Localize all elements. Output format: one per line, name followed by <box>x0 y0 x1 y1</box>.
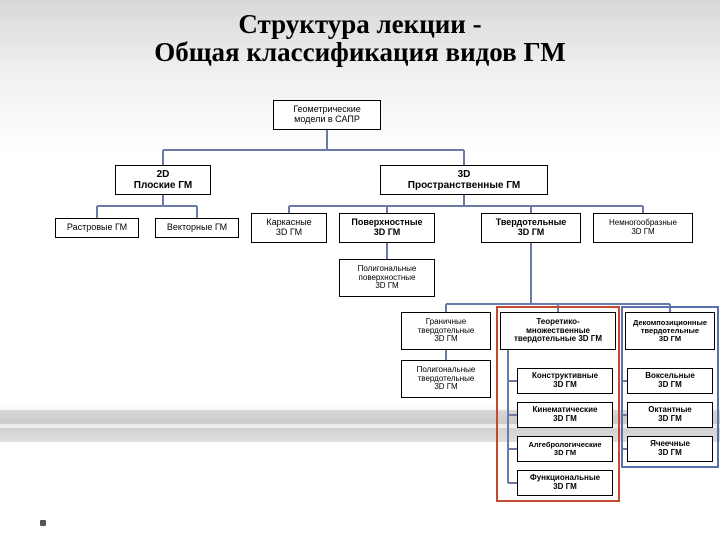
node-brep: Граничныетвердотельные3D ГМ <box>401 312 491 350</box>
node-polysurf: Полигональныеповерхностные3D ГМ <box>339 259 435 297</box>
node-nonman: Немногообразные3D ГМ <box>593 213 693 243</box>
node-rast: Растровые ГМ <box>55 218 139 238</box>
node-d3: 3DПространственные ГМ <box>380 165 548 195</box>
node-d2: 2DПлоские ГМ <box>115 165 211 195</box>
node-root: Геометрическиемодели в САПР <box>273 100 381 130</box>
node-solid: Твердотельные3D ГМ <box>481 213 581 243</box>
node-vect: Векторные ГМ <box>155 218 239 238</box>
node-surf: Поверхностные3D ГМ <box>339 213 435 243</box>
node-wire: Каркасные3D ГМ <box>251 213 327 243</box>
highlight-blue <box>621 306 719 468</box>
slide-bullet <box>40 520 46 526</box>
node-polysolid: Полигональныетвердотельные3D ГМ <box>401 360 491 398</box>
highlight-red <box>496 306 620 502</box>
